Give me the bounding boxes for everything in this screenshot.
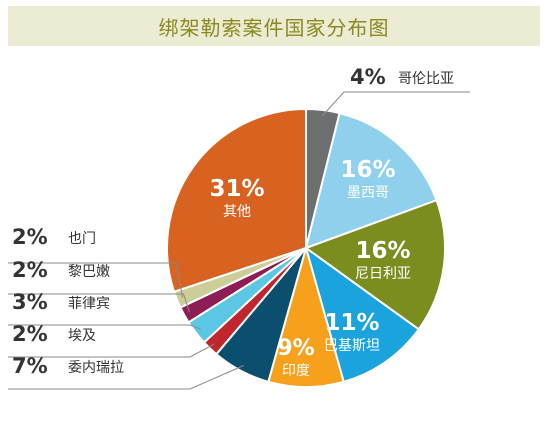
slice-2-name-label: 尼日利亚 <box>355 266 411 282</box>
slice-1-value-label: 16% <box>340 157 395 183</box>
slice-8-leader-line <box>8 293 190 313</box>
slice-10-value-label: 31% <box>209 176 264 202</box>
slice-7-value-label: 3% <box>12 290 48 314</box>
slice-6-name-label: 埃及 <box>68 328 96 344</box>
slice-3-name-label: 巴基斯坦 <box>324 337 380 354</box>
slice-0-leader-line <box>321 91 470 117</box>
chart-title: 绑架勒索案件国家分布图 <box>158 15 390 40</box>
slice-6-leader-line <box>8 343 215 358</box>
slice-5-name-label: 委内瑞拉 <box>68 360 124 376</box>
slice-4-name-label: 印度 <box>282 363 310 379</box>
slice-9-leader-line <box>8 262 183 298</box>
slice-3 <box>304 245 421 384</box>
slice-10-name-label: 其他 <box>223 204 251 220</box>
slice-9-value-label: 2% <box>12 225 48 249</box>
slice-6-value-label: 2% <box>12 322 48 346</box>
slice-1-name-label: 墨西哥 <box>347 185 389 201</box>
slice-7-name-label: 菲律宾 <box>68 296 110 312</box>
title-banner: 绑架勒索案件国家分布图 <box>8 6 540 46</box>
slice-8-value-label: 2% <box>12 258 48 282</box>
slice-3-value-label: 11% <box>324 310 379 336</box>
slice-9-name-label: 也门 <box>68 231 96 247</box>
slice-0-value-label: 4% <box>350 65 386 89</box>
slice-1 <box>304 111 438 250</box>
slice-7-leader-line <box>8 324 201 330</box>
slice-8-name-label: 黎巴嫩 <box>68 264 110 280</box>
slice-0-name-label: 哥伦比亚 <box>398 71 454 87</box>
slice-2-value-label: 16% <box>355 238 410 264</box>
slice-5-leader-line <box>8 365 244 390</box>
slice-5-value-label: 7% <box>12 354 48 378</box>
slice-4-value-label: 9% <box>277 336 314 361</box>
slice-10 <box>166 107 307 294</box>
slice-2 <box>303 198 447 331</box>
